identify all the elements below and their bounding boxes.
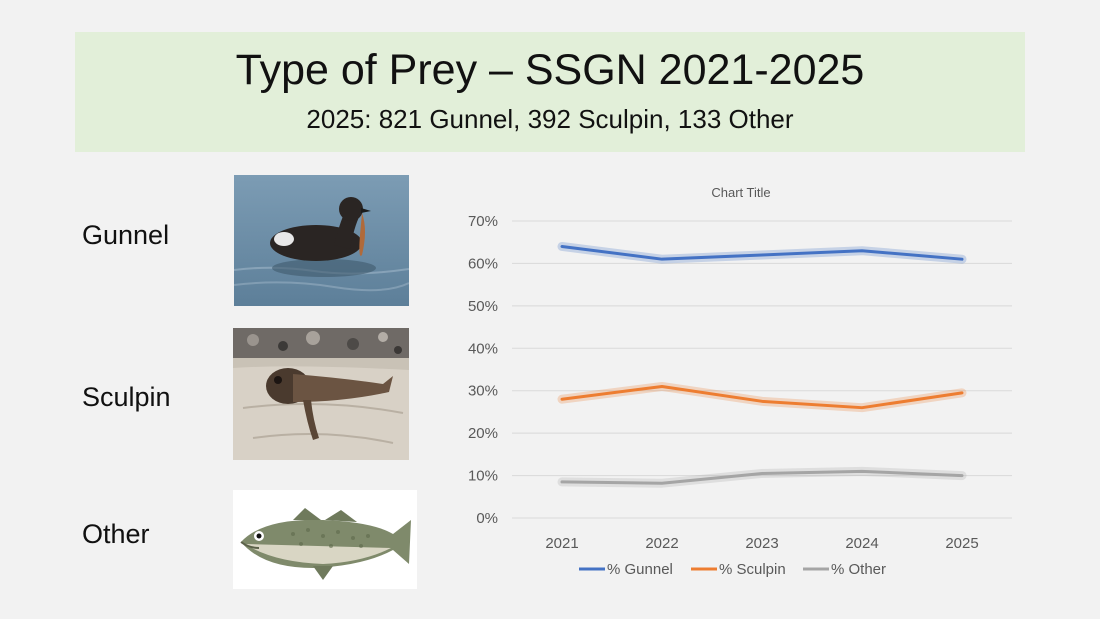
x-tick-label: 2024 xyxy=(845,535,878,552)
y-tick-label: 60% xyxy=(468,255,498,272)
series-line-other xyxy=(560,469,964,485)
chart-title: Chart Title xyxy=(711,185,770,200)
y-tick-label: 20% xyxy=(468,425,498,442)
legend-label-sculpin: % Sculpin xyxy=(719,561,786,578)
series-line-sculpin xyxy=(560,384,964,410)
y-tick-label: 70% xyxy=(468,213,498,230)
y-tick-label: 50% xyxy=(468,298,498,315)
slide-subtitle: 2025: 821 Gunnel, 392 Sculpin, 133 Other xyxy=(306,104,794,134)
slide-title: Type of Prey – SSGN 2021-2025 xyxy=(235,46,865,94)
y-tick-label: 40% xyxy=(468,340,498,357)
prey-label-other: Other xyxy=(82,519,150,549)
chart-svg: Chart Title 0% 10% 20% 30% 40% 50% 60% 70% 2021… xyxy=(468,185,1012,578)
cod-fish-photo xyxy=(233,490,417,589)
sculpin-photo xyxy=(233,328,409,460)
x-tick-label: 2025 xyxy=(945,535,978,552)
guillemot-with-gunnel-photo xyxy=(234,175,409,306)
series-line-gunnel xyxy=(560,244,964,261)
x-tick-label: 2021 xyxy=(545,535,578,552)
series-glow-sculpin xyxy=(557,381,967,413)
y-tick-label: 10% xyxy=(468,468,498,485)
prey-label-sculpin: Sculpin xyxy=(82,382,171,412)
x-tick-label: 2023 xyxy=(745,535,778,552)
legend-label-gunnel: % Gunnel xyxy=(607,561,673,578)
legend-label-other: % Other xyxy=(831,561,886,578)
title-banner: Type of Prey – SSGN 2021-2025 2025: 821 … xyxy=(75,32,1025,152)
prey-line-chart: Chart Title 0% 10% 20% 30% 40% 50% 60% 70% 2021… xyxy=(440,170,1050,595)
prey-label-gunnel: Gunnel xyxy=(82,220,170,250)
x-tick-label: 2022 xyxy=(645,535,678,552)
y-tick-label: 30% xyxy=(468,383,498,400)
y-tick-label: 0% xyxy=(476,510,498,527)
